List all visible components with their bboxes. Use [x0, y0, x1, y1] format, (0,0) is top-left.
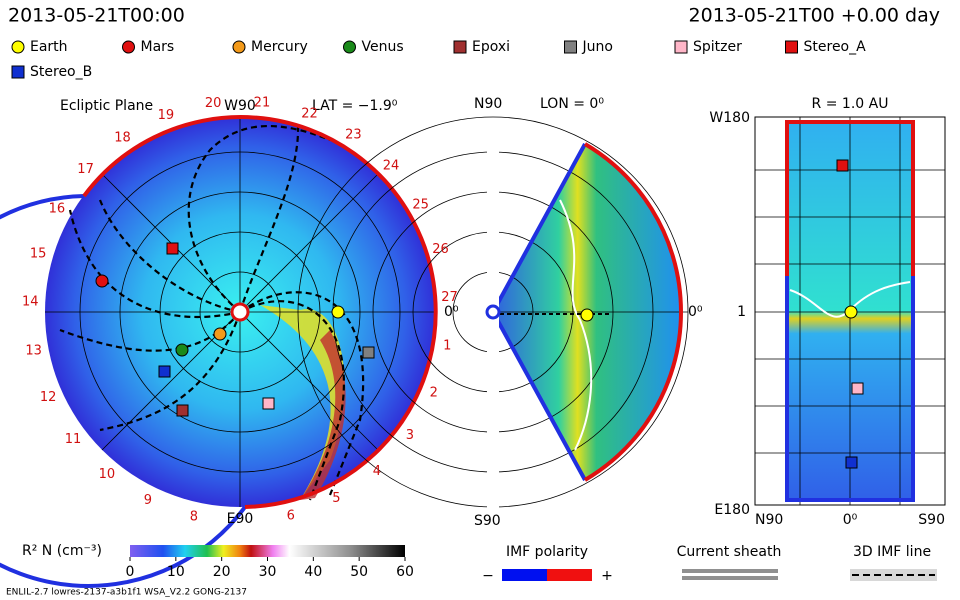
carrington-label: 22 — [301, 106, 318, 121]
colorbar-tick-label: 60 — [396, 564, 414, 580]
e180: E180 — [714, 502, 750, 518]
n90: N90 — [755, 512, 783, 528]
datetime: 2013-05-21T00:00 — [8, 5, 185, 27]
carrington-label: 2 — [430, 385, 438, 400]
minus: − — [482, 568, 494, 584]
legend-label: Earth — [30, 39, 68, 55]
legend-label: Venus — [362, 39, 404, 55]
carrington-label: 12 — [40, 390, 57, 405]
carrington-label: 6 — [287, 508, 295, 523]
legend-label: Spitzer — [693, 39, 742, 55]
radius: R = 1.0 AU — [812, 96, 889, 112]
carrington-label: 15 — [30, 247, 47, 262]
n90: N90 — [474, 96, 502, 112]
lat: LAT = −1.9⁰ — [312, 98, 398, 114]
carrington-label: 14 — [22, 295, 39, 310]
colorbar-tick-label: 50 — [350, 564, 368, 580]
legend-marker — [453, 40, 467, 54]
carrington-label: 17 — [77, 162, 94, 177]
w90: W90 — [224, 98, 256, 114]
e90: E90 — [227, 511, 254, 527]
legend-label: Stereo_B — [30, 64, 92, 80]
colorbar-tick-label: 30 — [259, 564, 277, 580]
carrington-label: 18 — [114, 130, 131, 145]
carrington-label: 20 — [205, 96, 222, 111]
legend-label: Stereo_A — [804, 39, 867, 55]
legend-marker — [11, 65, 25, 79]
meridional-panel — [297, 116, 689, 508]
carrington-label: 21 — [254, 96, 271, 111]
legend-label: Epoxi — [472, 39, 510, 55]
carrington-label: 5 — [332, 491, 340, 506]
carrington-label: 8 — [190, 509, 198, 524]
plus: + — [601, 568, 613, 584]
zero: 0⁰ — [444, 304, 459, 320]
lon: LON = 0⁰ — [540, 96, 604, 112]
legend-label: Juno — [582, 39, 613, 55]
carrington-label: 23 — [345, 128, 362, 143]
footer: ENLIL-2.7 lowres-2137-a3b1f1 WSA_V2.2 GO… — [6, 588, 247, 598]
elapsed: 2013-05-21T00 +0.00 day — [689, 5, 940, 27]
carrington-label: 26 — [432, 242, 449, 257]
carrington-label: 16 — [49, 202, 66, 217]
zero: 0⁰ — [843, 512, 858, 528]
legend-marker — [232, 40, 246, 54]
legend-marker — [674, 40, 688, 54]
colorbar-tick-label: 20 — [213, 564, 231, 580]
colorbar-tick-label: 10 — [167, 564, 185, 580]
carrington-label: 1 — [443, 339, 451, 354]
legend-marker — [11, 40, 25, 54]
carrington-label: 25 — [412, 197, 429, 212]
carrington-label: 27 — [441, 290, 458, 305]
legend-marker — [785, 40, 798, 54]
ecliptic-title: Ecliptic Plane — [60, 98, 153, 114]
s90: S90 — [474, 513, 501, 529]
imf-line-title: 3D IMF line — [853, 544, 931, 560]
legend-label: Mars — [141, 39, 175, 55]
carrington-label: 24 — [383, 159, 400, 174]
carrington-label: 9 — [144, 493, 152, 508]
sheath-title: Current sheath — [677, 544, 782, 560]
legend-marker — [122, 40, 135, 54]
legend-marker — [564, 40, 577, 54]
carrington-label: 10 — [99, 467, 116, 482]
s90: S90 — [918, 512, 945, 528]
carrington-label: 13 — [25, 343, 42, 358]
carrington-label: 11 — [65, 432, 82, 447]
radial-panel — [754, 116, 946, 506]
carrington-label: 4 — [373, 464, 381, 479]
zero: 0⁰ — [688, 304, 703, 320]
ecliptic-panel — [0, 115, 438, 588]
legend-marker — [343, 40, 356, 54]
imf-title: IMF polarity — [506, 544, 588, 560]
carrington-label: 3 — [406, 428, 414, 443]
legend-label: Mercury — [251, 39, 308, 55]
one: 1 — [737, 304, 746, 320]
carrington-label: 19 — [158, 108, 175, 123]
w180: W180 — [709, 110, 750, 126]
colorbar-tick-label: 40 — [304, 564, 322, 580]
markers — [95, 242, 375, 417]
colorbar-tick-label: 0 — [126, 564, 135, 580]
colorbar-label: R² N (cm⁻³) — [22, 543, 102, 559]
